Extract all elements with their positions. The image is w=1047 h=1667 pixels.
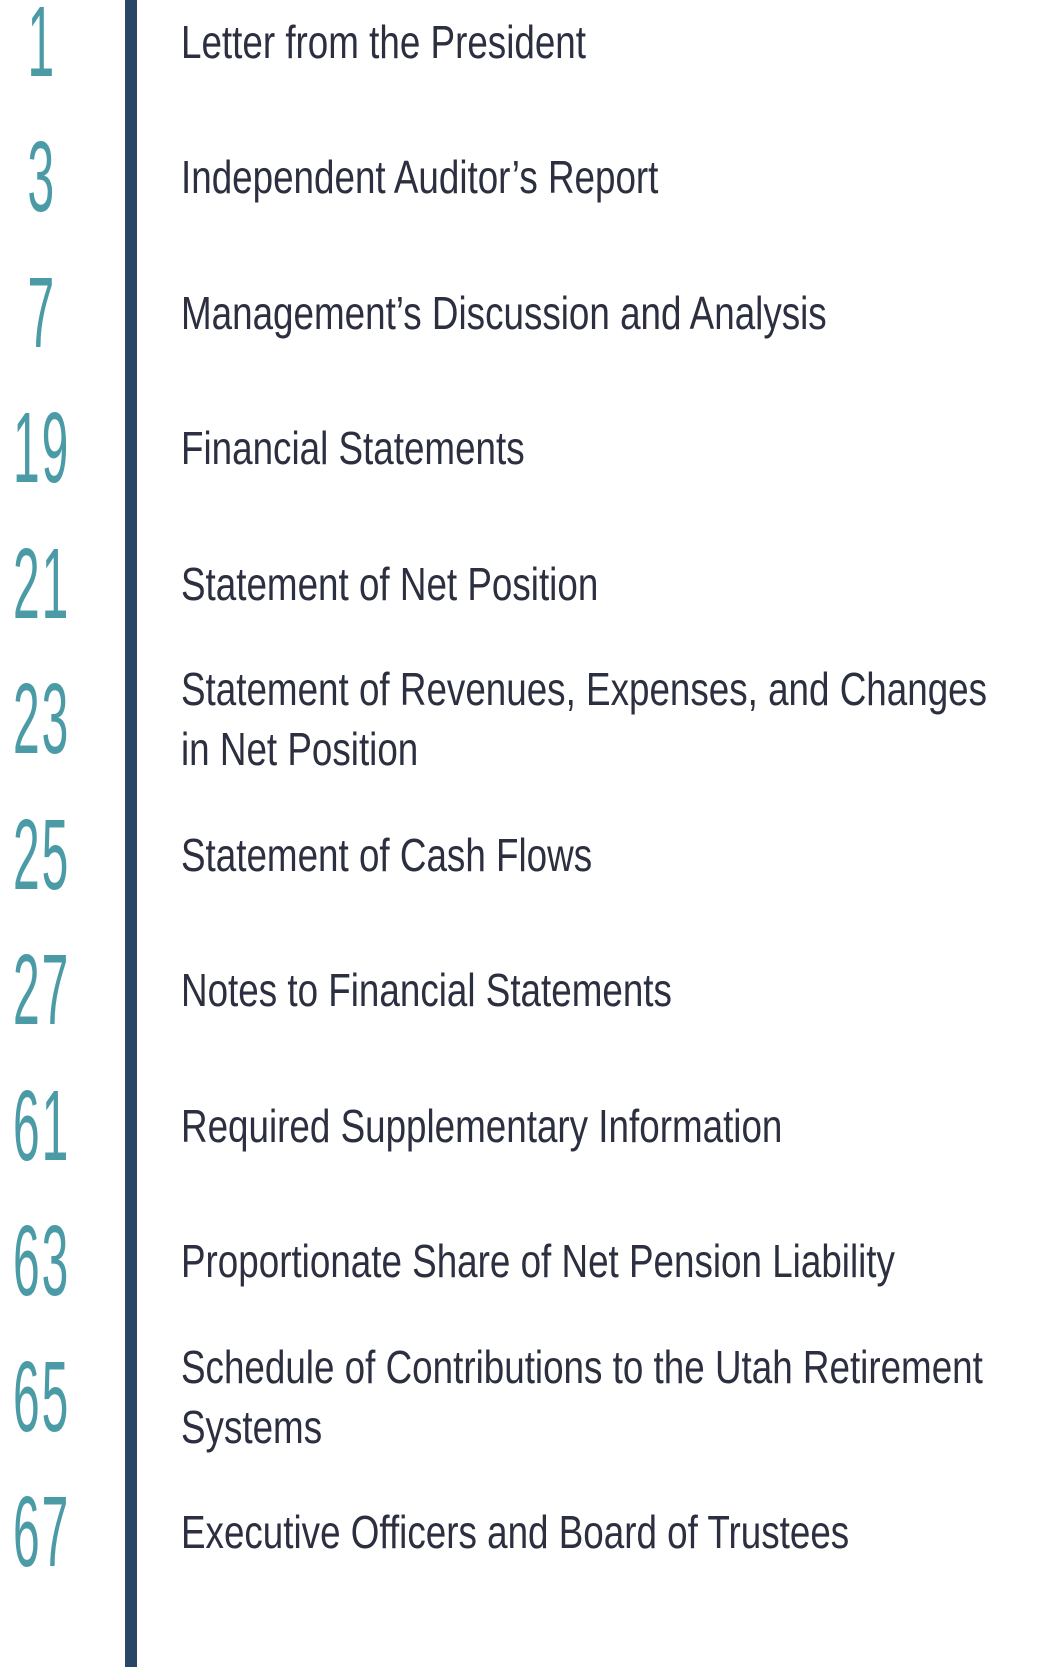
page-number-cell: 25 xyxy=(0,787,84,923)
page-number: 67 xyxy=(13,1476,71,1589)
toc-entry: 27 Notes to Financial Statements xyxy=(0,923,1047,1059)
page-number: 65 xyxy=(13,1340,71,1453)
page-number: 63 xyxy=(13,1205,71,1318)
title-cell: Notes to Financial Statements xyxy=(181,923,1047,1059)
title-cell: Statement of Revenues, Expenses, and Cha… xyxy=(181,652,1047,788)
entry-title: Proportionate Share of Net Pension Liabi… xyxy=(181,1235,895,1288)
toc-entry: 1 Letter from the President xyxy=(0,0,1047,110)
page-number-cell: 23 xyxy=(0,652,84,788)
page-number: 61 xyxy=(13,1069,71,1182)
title-cell: Schedule of Contributions to the Utah Re… xyxy=(181,1329,1047,1465)
entry-title: Letter from the President xyxy=(181,15,586,68)
toc-entry: 65 Schedule of Contributions to the Utah … xyxy=(0,1329,1047,1465)
toc-entry: 7 Management’s Discussion and Analysis xyxy=(0,245,1047,381)
page-number-cell: 67 xyxy=(0,1465,84,1601)
title-cell: Financial Statements xyxy=(181,381,1047,517)
page-number: 7 xyxy=(27,256,57,369)
entry-title: Schedule of Contributions to the Utah Re… xyxy=(181,1340,983,1453)
page-number-cell: 27 xyxy=(0,923,84,1059)
divider-bar xyxy=(125,0,137,1667)
title-cell: Statement of Cash Flows xyxy=(181,787,1047,923)
entry-title: Required Supplementary Information xyxy=(181,1099,783,1152)
page-number: 25 xyxy=(13,798,71,911)
page-number-cell: 3 xyxy=(0,110,84,246)
entry-title: Management’s Discussion and Analysis xyxy=(181,286,827,339)
page-number-cell: 7 xyxy=(0,245,84,381)
title-cell: Required Supplementary Information xyxy=(181,1058,1047,1194)
page-number: 21 xyxy=(13,527,71,640)
page-number: 27 xyxy=(13,934,71,1047)
page-number: 1 xyxy=(27,0,57,98)
toc-entry: 67 Executive Officers and Board of Truste… xyxy=(0,1465,1047,1601)
title-cell: Letter from the President xyxy=(181,0,1047,110)
page-number-cell: 19 xyxy=(0,381,84,517)
entry-title: Executive Officers and Board of Trustees xyxy=(181,1506,850,1559)
page-number: 23 xyxy=(13,663,71,776)
title-cell: Proportionate Share of Net Pension Liabi… xyxy=(181,1194,1047,1330)
toc-entry: 19 Financial Statements xyxy=(0,381,1047,517)
title-cell: Executive Officers and Board of Trustees xyxy=(181,1465,1047,1601)
page-number: 19 xyxy=(13,392,71,505)
entry-title: Statement of Net Position xyxy=(181,557,599,610)
page-number-cell: 63 xyxy=(0,1194,84,1330)
page-number-cell: 61 xyxy=(0,1058,84,1194)
page-number-cell: 21 xyxy=(0,516,84,652)
entry-list: 1 Letter from the President 3 Independent A… xyxy=(0,0,1047,1601)
entry-title: Notes to Financial Statements xyxy=(181,964,672,1017)
toc-entry: 23 Statement of Revenues, Expenses, and C… xyxy=(0,652,1047,788)
entry-title: Statement of Revenues, Expenses, and Cha… xyxy=(181,663,988,776)
title-cell: Independent Auditor’s Report xyxy=(181,110,1047,246)
entry-title: Statement of Cash Flows xyxy=(181,828,593,881)
toc-entry: 25 Statement of Cash Flows xyxy=(0,787,1047,923)
toc-entry: 3 Independent Auditor’s Report xyxy=(0,110,1047,246)
toc-entry: 61 Required Supplementary Information xyxy=(0,1058,1047,1194)
toc-entry: 63 Proportionate Share of Net Pension Lia… xyxy=(0,1194,1047,1330)
entry-title: Independent Auditor’s Report xyxy=(181,151,659,204)
title-cell: Management’s Discussion and Analysis xyxy=(181,245,1047,381)
entry-title: Financial Statements xyxy=(181,422,525,475)
toc-entry: 21 Statement of Net Position xyxy=(0,516,1047,652)
page-number-cell: 1 xyxy=(0,0,84,110)
title-cell: Statement of Net Position xyxy=(181,516,1047,652)
page-number-cell: 65 xyxy=(0,1329,84,1465)
page-number: 3 xyxy=(27,121,57,234)
